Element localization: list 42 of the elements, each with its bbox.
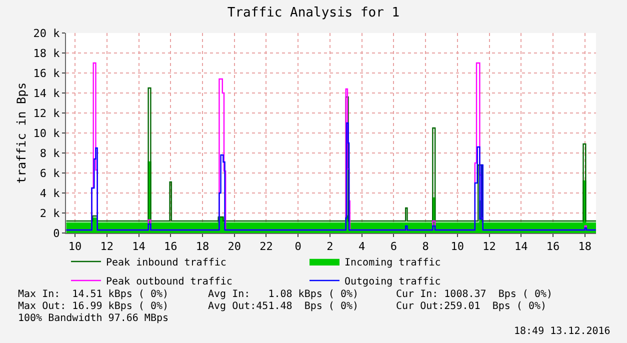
- y-tick-label: 2 k: [40, 206, 60, 220]
- text: Avg Out:451.48 Bps ( 0%): [208, 301, 359, 312]
- x-tick-label: 14: [514, 240, 528, 254]
- legend-label: Outgoing traffic: [344, 276, 441, 288]
- legend-label: Peak outbound traffic: [106, 276, 232, 288]
- y-tick-label: 8 k: [40, 146, 60, 160]
- x-tick-label: 18: [578, 240, 592, 254]
- x-tick-label: 20: [228, 240, 241, 254]
- y-tick-label: 0: [53, 226, 60, 240]
- x-tick-label: 12: [100, 240, 114, 254]
- text: Cur In: 1008.37 Bps ( 0%): [396, 289, 553, 300]
- y-axis-title: traffic in Bps: [14, 82, 29, 184]
- text: 18:49 13.12.2016: [514, 326, 610, 337]
- y-tick-label: 4 k: [40, 186, 60, 200]
- text: Avg In: 1.08 kBps ( 0%): [208, 289, 359, 300]
- y-tick-label: 18 k: [33, 46, 60, 60]
- x-tick-label: 18: [196, 240, 210, 254]
- y-tick-label: 20 k: [33, 26, 60, 40]
- x-tick-label: 10: [450, 240, 464, 254]
- y-tick-label: 10 k: [33, 126, 60, 140]
- x-tick-label: 10: [68, 240, 82, 254]
- x-tick-label: 14: [132, 240, 146, 254]
- y-tick-label: 12 k: [33, 106, 60, 120]
- x-tick-label: 16: [546, 240, 560, 254]
- chart-title: Traffic Analysis for 1: [227, 6, 400, 21]
- x-tick-label: 2: [326, 240, 334, 254]
- legend-label: Peak inbound traffic: [106, 257, 226, 268]
- text: Max In: 14.51 kBps ( 0%): [18, 289, 169, 300]
- x-tick-label: 16: [164, 240, 178, 254]
- x-tick-label: 0: [294, 240, 302, 254]
- text: 100% Bandwidth 97.66 MBps: [18, 313, 169, 324]
- y-tick-label: 6 k: [40, 166, 60, 180]
- x-tick-label: 12: [482, 240, 496, 254]
- y-tick-label: 14 k: [33, 86, 60, 100]
- x-tick-label: 6: [390, 240, 397, 254]
- x-tick-label: 22: [260, 240, 273, 254]
- x-tick-label: 4: [358, 240, 366, 254]
- legend-label: Incoming traffic: [344, 257, 441, 268]
- text: Cur Out:259.01 Bps ( 0%): [396, 301, 547, 312]
- text: Max Out: 16.99 kBps ( 0%): [18, 301, 169, 312]
- y-tick-label: 16 k: [33, 66, 60, 80]
- x-tick-label: 8: [422, 240, 429, 254]
